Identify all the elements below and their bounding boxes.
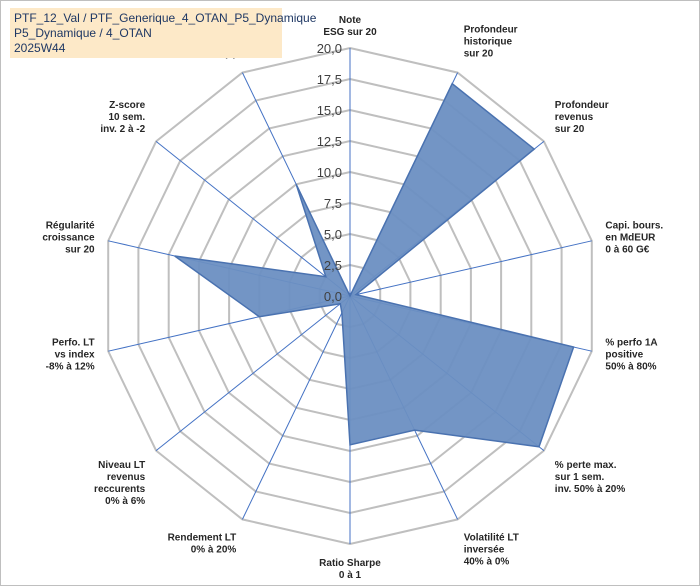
axis-label-line: inv. 2 à -2 bbox=[100, 124, 145, 135]
axis-label: Ratio Sharpe 0 à 1 bbox=[319, 558, 381, 581]
axis-label: Capi. bours. en MdEUR 0 à 60 G€ bbox=[605, 221, 663, 256]
axis-label-line: ESG sur 20 bbox=[323, 27, 377, 38]
axis-label-line: croissance bbox=[42, 233, 95, 244]
axis-label-line: 0% à 20% bbox=[191, 544, 237, 555]
axis-spoke bbox=[241, 295, 351, 520]
tick-label: 7,5 bbox=[324, 196, 342, 211]
axis-spoke bbox=[155, 295, 351, 451]
axis-spoke bbox=[155, 141, 351, 297]
axis-label-line: % perte max. bbox=[555, 460, 617, 471]
axis-label-line: 10 sem. bbox=[108, 112, 145, 123]
title-line-1: PTF_12_Val / PTF_Generique_4_OTAN_P5_Dyn… bbox=[14, 11, 317, 25]
axis-spoke bbox=[349, 240, 592, 297]
axis-label-line: inv. 50% à 20% bbox=[555, 484, 626, 495]
axis-label-line: Perfo. LT bbox=[52, 337, 95, 348]
axis-label-line: 0% à 6% bbox=[105, 496, 145, 507]
axis-label-line: historique bbox=[464, 37, 513, 48]
axis-label-line: sur 20 bbox=[464, 49, 494, 60]
axis-label: % perte max. sur 1 sem. inv. 50% à 20% bbox=[555, 460, 626, 495]
axis-label-line: Niveau LT bbox=[98, 460, 145, 471]
axis-label-line: revenus bbox=[107, 472, 146, 483]
axis-label-line: reccurents bbox=[94, 484, 146, 495]
axis-label-line: vs index bbox=[55, 349, 95, 360]
tick-label: 5,0 bbox=[324, 227, 342, 242]
axis-label-line: inversée bbox=[464, 544, 505, 555]
axis-label-line: Régularité bbox=[46, 221, 95, 232]
axis-label-line: 0 à 1 bbox=[339, 570, 362, 581]
axis-label-line: Volatilité LT bbox=[464, 532, 519, 543]
axis-label: Rendement LT 0% à 20% bbox=[168, 532, 237, 555]
axis-label: Volatilité LT inversée 40% à 0% bbox=[464, 532, 519, 567]
chart-title-box: PTF_12_Val / PTF_Generique_4_OTAN_P5_Dyn… bbox=[10, 8, 317, 58]
tick-labels: 0,0 2,5 5,0 7,5 10,0 12,5 15,0 17,5 20,0 bbox=[317, 41, 342, 304]
axis-label-line: Rendement LT bbox=[168, 532, 237, 543]
axis-label-line: sur 1 sem. bbox=[555, 472, 605, 483]
series-layer bbox=[174, 82, 575, 448]
tick-label: 10,0 bbox=[317, 165, 342, 180]
tick-label: 15,0 bbox=[317, 103, 342, 118]
axis-label-line: Capi. bours. bbox=[605, 221, 663, 232]
axis-label: Profondeur revenus sur 20 bbox=[555, 100, 609, 135]
axis-label-line: 0 à 60 G€ bbox=[605, 245, 649, 256]
axis-label-line: sur 20 bbox=[65, 245, 95, 256]
axis-label-line: -8% à 12% bbox=[46, 361, 95, 372]
axis-label-line: Profondeur bbox=[555, 100, 609, 111]
axis-label-line: Profondeur bbox=[464, 25, 518, 36]
axis-label: % perfo 1A positive 50% à 80% bbox=[605, 337, 657, 372]
axis-label-line: en MdEUR bbox=[605, 233, 656, 244]
axis-label: Note ESG sur 20 bbox=[323, 15, 377, 38]
series-area bbox=[174, 82, 575, 448]
axis-label-line: Note bbox=[339, 15, 362, 26]
axis-label: Z-score 10 sem. inv. 2 à -2 bbox=[100, 100, 145, 135]
axis-label-line: 50% à 80% bbox=[605, 361, 656, 372]
axis-label-line: revenus bbox=[555, 112, 594, 123]
tick-label: 12,5 bbox=[317, 134, 342, 149]
axis-label-line: positive bbox=[605, 349, 643, 360]
tick-label: 20,0 bbox=[317, 41, 342, 56]
axis-label: Profondeur historique sur 20 bbox=[464, 25, 518, 60]
axis-label-line: 40% à 0% bbox=[464, 556, 510, 567]
axis-label-line: % perfo 1A bbox=[605, 337, 657, 348]
title-line-2: P5_Dynamique / 4_OTAN bbox=[14, 26, 152, 40]
tick-label: 2,5 bbox=[324, 258, 342, 273]
axis-label-line: Ratio Sharpe bbox=[319, 558, 381, 569]
axis-label: Perfo. LT vs index -8% à 12% bbox=[46, 337, 95, 372]
axis-label: Niveau LT revenus reccurents 0% à 6% bbox=[94, 460, 146, 507]
tick-label: 0,0 bbox=[324, 289, 342, 304]
tick-label: 17,5 bbox=[317, 72, 342, 87]
axis-label: Régularité croissance sur 20 bbox=[42, 221, 95, 256]
axis-label-line: Z-score bbox=[109, 100, 146, 111]
axis-label-line: sur 20 bbox=[555, 124, 585, 135]
title-line-3: 2025W44 bbox=[14, 41, 66, 55]
